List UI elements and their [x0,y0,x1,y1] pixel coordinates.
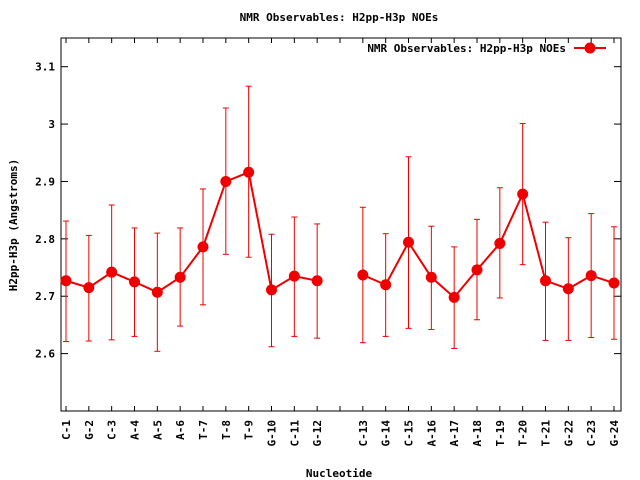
data-point [380,279,392,291]
x-tick-label: G-14 [380,420,393,447]
plot-frame [60,37,622,412]
error-bars [63,85,617,352]
data-point [494,237,506,249]
x-tick-label: G-22 [562,420,575,447]
x-tick-label: G-2 [83,420,96,440]
x-tick-label: T-19 [494,420,507,447]
data-point [174,271,186,283]
legend-label: NMR Observables: H2pp-H3p NOEs [367,42,566,55]
data-point [562,283,574,295]
y-tick-label: 3.1 [35,61,55,74]
series-lines [65,170,615,299]
x-tick-label: A-5 [151,420,164,440]
data-point [585,270,597,282]
x-tick-label: T-7 [197,420,210,440]
x-tick-label: G-10 [266,420,279,447]
x-tick-label: C-13 [357,420,370,447]
x-tick-label: A-18 [471,420,484,447]
data-point [608,277,620,289]
data-point [266,284,277,296]
x-tick-label: A-4 [129,420,142,440]
y-tick-label: 2.6 [35,348,55,361]
x-tick-label: A-6 [174,420,187,440]
data-point [197,241,209,253]
y-tick-label: 2.8 [35,233,55,246]
legend: NMR Observables: H2pp-H3p NOEs [367,42,606,55]
x-tick-label: T-8 [220,420,233,440]
x-tick-label: T-9 [243,420,256,440]
x-tick-label: C-3 [106,420,119,440]
x-axis-label: Nucleotide [306,467,373,480]
data-point [83,282,95,294]
data-point [471,264,483,276]
x-tick-label: A-16 [425,420,438,447]
x-axis: C-1 G-2 C-3 A-4 A-5 A-6 T-7 T-8 T-9 G-10 C-11 G-12 C… [60,38,621,447]
legend-marker [584,42,596,54]
data-point [311,275,323,287]
y-axis: 2.6 2.7 2.8 2.9 3 3.1 [35,61,621,361]
y-tick-label: 3 [48,118,55,131]
x-tick-label: C-23 [585,420,598,447]
x-tick-label: G-24 [608,420,621,447]
y-tick-label: 2.9 [35,175,55,188]
data-point [220,175,232,187]
data-point [106,266,118,278]
chart-title: NMR Observables: H2pp-H3p NOEs [240,11,439,24]
data-point [243,166,255,178]
data-point [288,270,300,282]
x-tick-label: C-11 [288,420,301,447]
data-point [403,236,414,248]
series-line [362,191,615,299]
y-axis-label: H2pp-H3p (Angstroms) [7,159,20,291]
data-points [60,166,620,303]
x-tick-label: A-17 [448,420,461,447]
x-tick-label: G-12 [311,420,324,447]
data-point [129,276,140,288]
y-tick-label: 2.7 [35,290,55,303]
data-point [357,269,369,281]
data-point [60,275,72,287]
x-tick-label: C-15 [403,420,416,447]
x-tick-label: T-20 [517,420,530,447]
data-point [540,275,551,287]
data-point [448,291,460,303]
data-point [517,188,529,200]
series-line [65,170,318,294]
data-point [425,271,437,283]
data-point [151,286,163,298]
x-tick-label: T-21 [540,420,553,447]
x-tick-label: C-1 [60,420,73,440]
